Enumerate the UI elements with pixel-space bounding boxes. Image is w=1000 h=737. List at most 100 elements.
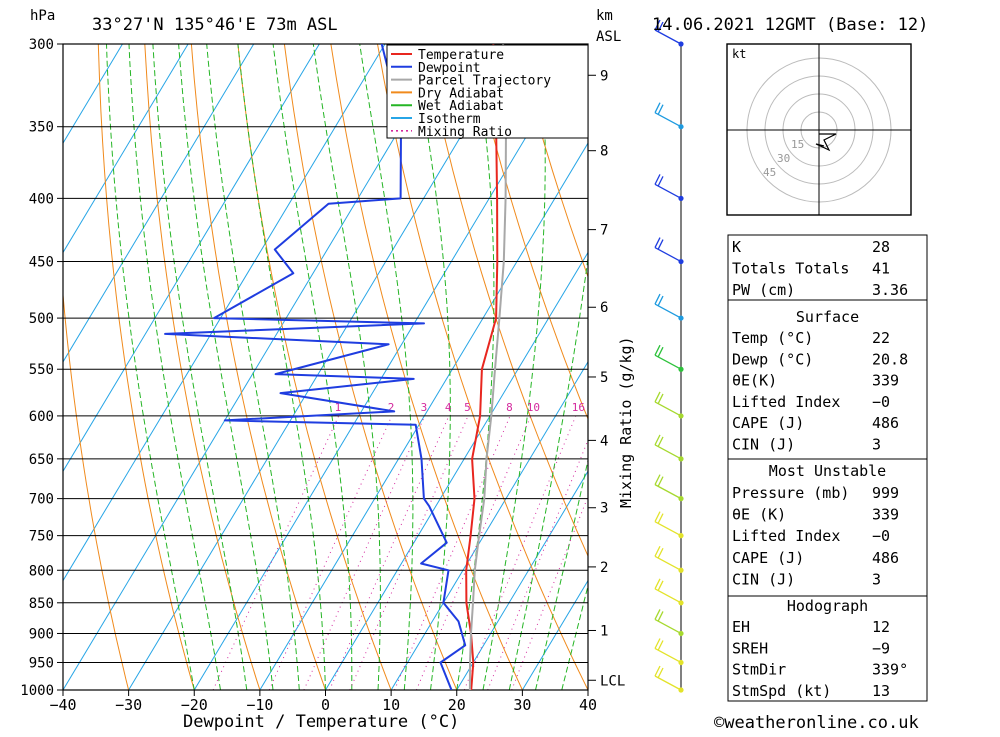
- mixing-ratio-label: 4: [445, 401, 452, 414]
- stat-surface-value: 486: [872, 414, 899, 432]
- isotherm-line: [259, 142, 588, 690]
- x-tick-label: 0: [321, 696, 330, 714]
- x-tick-label: −30: [115, 696, 142, 714]
- isotherm-line: [63, 44, 189, 254]
- stat-mu-label: Lifted Index: [732, 527, 840, 545]
- km-unit-label: km: [596, 8, 613, 24]
- stat-surface-value: 20.8: [872, 350, 908, 368]
- stat-surface-label: CIN (J): [732, 436, 795, 454]
- legend-entry: Isotherm: [418, 112, 481, 127]
- dry-adiabat-line: [516, 44, 588, 279]
- mixing-ratio-line: [349, 415, 469, 690]
- copyright-text: ©weatheronline.co.uk: [714, 713, 919, 733]
- most-unstable-section-title: Most Unstable: [769, 462, 886, 480]
- surface-section-title: Surface: [796, 308, 859, 326]
- stat-surface-label: Lifted Index: [732, 393, 840, 411]
- stat-hodo-value: 12: [872, 618, 890, 636]
- pressure-tick-label: 900: [29, 626, 54, 642]
- x-tick-label: −40: [49, 696, 76, 714]
- mixing-ratio-line: [212, 415, 340, 690]
- wet-adiabat-line: [312, 44, 381, 690]
- mixing-ratio-line: [511, 495, 588, 690]
- x-tick-label: 20: [448, 696, 466, 714]
- km-tick-label: 2: [600, 560, 608, 576]
- stats-hodograph-box: [727, 595, 928, 702]
- hodograph-unit: kt: [732, 47, 746, 61]
- stat-mu-label: CIN (J): [732, 570, 795, 588]
- km-tick-label: LCL: [600, 673, 625, 689]
- pressure-tick-label: 300: [29, 37, 54, 53]
- asl-unit-label: ASL: [596, 29, 621, 45]
- isotherm-line: [63, 44, 255, 363]
- wind-barb-dot: [678, 533, 684, 539]
- wind-barb: [654, 578, 682, 604]
- stat-top-value: 28: [872, 238, 890, 256]
- stat-hodo-label: EH: [732, 618, 750, 636]
- wind-barb: [654, 545, 682, 571]
- wind-barb: [654, 391, 682, 417]
- mixing-ratio-label: 16: [572, 401, 585, 414]
- km-tick-label: 5: [600, 370, 608, 386]
- wet-adiabat-line: [128, 44, 221, 690]
- legend-entry: Dry Adiabat: [418, 86, 504, 101]
- wind-barb: [654, 19, 682, 45]
- legend-entry: Temperature: [418, 48, 504, 63]
- mixing-ratio-label: 1: [335, 401, 342, 414]
- legend-entry: Dewpoint: [418, 61, 481, 76]
- wet-adiabat-line: [561, 583, 588, 690]
- stat-surface-label: Temp (°C): [732, 329, 813, 347]
- stat-mu-value: 3: [872, 570, 881, 588]
- stat-surface-value: 339: [872, 372, 899, 390]
- wind-barb: [654, 102, 682, 128]
- series-parcel-trajectory: [468, 44, 507, 690]
- stat-mu-value: 339: [872, 506, 899, 524]
- wind-barb: [654, 344, 682, 370]
- pressure-tick-label: 1000: [20, 683, 54, 699]
- wind-barb: [654, 237, 682, 263]
- isotherm-line: [325, 251, 588, 690]
- stat-top-value: 41: [872, 260, 890, 278]
- dry-adiabat-line: [330, 44, 523, 690]
- km-tick-label: 7: [600, 223, 608, 239]
- isotherm-line: [63, 44, 386, 582]
- datetime-title: 14.06.2021 12GMT (Base: 12): [652, 15, 928, 35]
- wind-barb: [654, 638, 682, 664]
- stat-hodo-value: 339°: [872, 661, 908, 679]
- mixing-ratio-label: 3: [421, 401, 428, 414]
- isotherm-line: [390, 360, 588, 690]
- mixing-ratio-label: 2: [388, 401, 395, 414]
- wind-barb: [654, 434, 682, 460]
- series-temperature: [465, 44, 499, 690]
- pressure-tick-label: 650: [29, 452, 54, 468]
- hpa-unit-label: hPa: [30, 8, 55, 24]
- km-tick-label: 3: [600, 501, 608, 517]
- km-tick-label: 4: [600, 433, 608, 449]
- wind-barb: [654, 474, 682, 500]
- legend-entry: Wet Adiabat: [418, 99, 504, 114]
- isotherm-line: [521, 579, 588, 690]
- wind-barb-dot: [678, 659, 684, 666]
- dry-adiabat-line: [97, 44, 195, 690]
- stat-mu-label: θE (K): [732, 506, 786, 524]
- stat-top-value: 3.36: [872, 281, 908, 299]
- pressure-tick-label: 400: [29, 191, 54, 207]
- wet-adiabat-line: [237, 44, 326, 690]
- km-tick-label: 9: [600, 68, 608, 84]
- pressure-tick-label: 600: [29, 409, 54, 425]
- stat-top-label: PW (cm): [732, 281, 795, 299]
- x-axis-title: Dewpoint / Temperature (°C): [183, 712, 459, 732]
- wind-barb: [654, 609, 682, 635]
- wind-barb: [654, 665, 682, 691]
- mixing-ratio-line: [415, 415, 532, 690]
- wet-adiabat-line: [206, 44, 300, 690]
- plot-frame: [62, 43, 589, 691]
- isotherm-line: [63, 44, 452, 690]
- stat-surface-value: −0: [872, 393, 890, 411]
- legend-box: [386, 44, 589, 139]
- stat-surface-value: 22: [872, 329, 890, 347]
- stat-top-label: K: [732, 238, 741, 256]
- km-tick-label: 8: [600, 144, 608, 160]
- wind-barb-dot: [678, 630, 684, 637]
- hodograph-ring-label: 45: [763, 166, 776, 179]
